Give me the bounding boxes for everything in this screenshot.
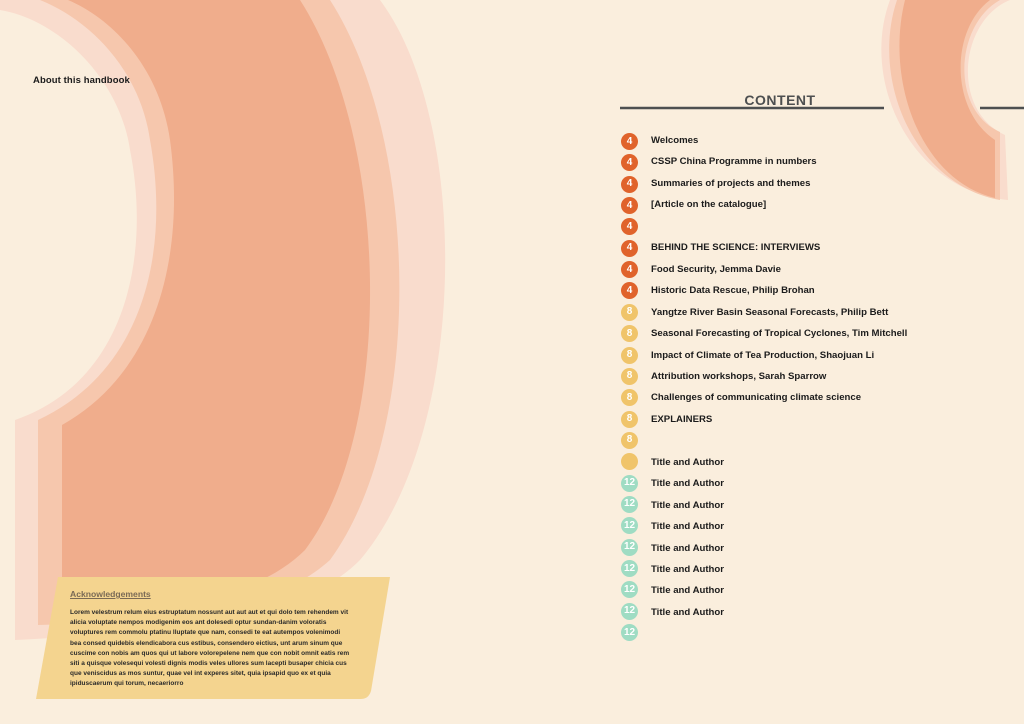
acknowledgements-background [36, 577, 390, 699]
page-badge: 8 [621, 303, 638, 321]
page-badge: 12 [621, 624, 638, 642]
page-badge: 4 [621, 133, 638, 150]
page-badge: 4 [621, 154, 638, 172]
toc-entry[interactable]: Historic Data Rescue, Philip Brohan [651, 285, 815, 297]
toc-entry[interactable]: EXPLAINERS [651, 413, 713, 425]
page-badge: 12 [621, 560, 638, 577]
toc-entry[interactable]: CSSP China Programme in numbers [651, 156, 817, 168]
page-badge: 4 [621, 239, 638, 257]
content-title: CONTENT [744, 92, 816, 108]
page-badge [621, 453, 638, 471]
acknowledgements-body: Lorem velestrum relum eius estruptatum n… [70, 609, 350, 688]
toc-entry[interactable]: Attribution workshops, Sarah Sparrow [651, 370, 827, 382]
page-badge: 8 [621, 346, 638, 364]
toc-entry[interactable]: Summaries of projects and themes [651, 177, 811, 189]
acknowledgements-title: Acknowledgements [70, 589, 151, 599]
toc-entry[interactable]: Title and Author [651, 456, 725, 468]
toc-entry[interactable]: Title and Author [651, 585, 725, 597]
page-badge: 12 [621, 602, 638, 620]
toc-entry[interactable]: Impact of Climate of Tea Production, Sha… [651, 349, 875, 361]
toc-entry[interactable]: Food Security, Jemma Davie [651, 263, 781, 275]
page-badge: 4 [621, 218, 638, 236]
page-badge: 8 [621, 325, 638, 343]
toc-entry[interactable]: Welcomes [651, 135, 699, 146]
page-badge: 8 [621, 431, 638, 449]
arc-mid [38, 0, 400, 625]
page-badge: 12 [621, 538, 638, 556]
page-badge: 8 [621, 410, 638, 428]
page-badge: 4 [621, 282, 638, 300]
toc-entry[interactable]: BEHIND THE SCIENCE: INTERVIEWS [651, 242, 821, 254]
toc-entry[interactable]: Title and Author [651, 521, 725, 533]
page-badge: 4 [621, 175, 638, 193]
toc-entry[interactable]: Title and Author [651, 499, 725, 511]
arc-light [0, 0, 446, 640]
page-badge: 8 [621, 367, 638, 385]
toc-entry[interactable]: Yangtze River Basin Seasonal Forecasts, … [651, 306, 889, 318]
page-badge: 12 [621, 495, 638, 513]
toc-entry[interactable]: Title and Author [651, 542, 725, 554]
page-badge: 12 [621, 474, 638, 492]
about-heading: About this handbook [33, 75, 130, 86]
page-badge: 8 [621, 389, 638, 407]
acknowledgements-box: Acknowledgements Lorem velestrum relum e… [36, 577, 390, 699]
page-badge: 4 [621, 197, 638, 215]
page-badge: 12 [621, 517, 638, 535]
page-badge: 4 [621, 261, 638, 279]
toc-entry[interactable]: [Article on the catalogue] [651, 199, 767, 211]
toc-entry[interactable]: Challenges of communicating climate scie… [651, 392, 862, 404]
toc-entry[interactable]: Title and Author [651, 478, 725, 490]
toc-entry[interactable]: Title and Author [651, 564, 725, 575]
toc-entry[interactable]: Title and Author [651, 606, 725, 618]
arc-dark [62, 0, 371, 615]
page-badge: 12 [621, 581, 638, 599]
toc-entry[interactable]: Seasonal Forecasting of Tropical Cyclone… [651, 328, 908, 340]
